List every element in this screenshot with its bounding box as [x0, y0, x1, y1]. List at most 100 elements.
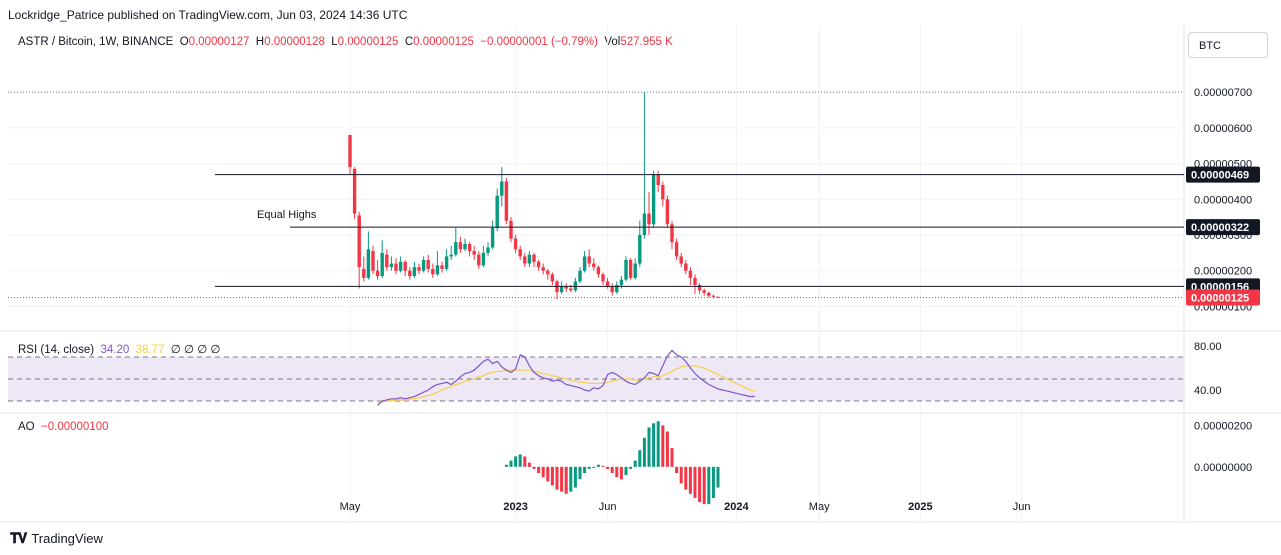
candle-body — [670, 224, 674, 243]
ao-pane — [504, 421, 720, 505]
candle-body — [569, 288, 573, 291]
candle-body — [348, 135, 352, 168]
ao-bar — [716, 466, 720, 488]
candle-body — [628, 260, 633, 278]
candle-body — [357, 215, 361, 268]
ao-bar — [541, 466, 545, 478]
candle-body — [642, 213, 647, 235]
ao-bar — [675, 466, 679, 474]
rsi-tick-label: 40.00 — [1194, 385, 1222, 397]
candle-body — [702, 290, 706, 293]
candle-body — [711, 295, 716, 297]
ao-bar — [661, 425, 665, 467]
candle-body — [394, 263, 398, 271]
ao-bar — [564, 466, 568, 494]
last-price-tag — [1186, 289, 1260, 306]
ao-value: −0.00000100 — [41, 421, 109, 433]
candle-body — [610, 286, 614, 293]
ao-bar — [642, 437, 646, 467]
ao-bar — [596, 464, 600, 467]
rsi-tick-label: 80.00 — [1194, 341, 1222, 353]
candle-body — [371, 251, 375, 271]
ao-bar — [656, 421, 660, 467]
ao-bar — [707, 466, 711, 505]
ao-bar — [619, 466, 623, 480]
candle-body — [440, 265, 444, 269]
time-tick-label: 2023 — [503, 501, 527, 513]
high-value: 0.00000128 — [264, 36, 325, 48]
candle-body — [435, 265, 440, 275]
candle-body — [550, 274, 555, 282]
ao-bar — [698, 466, 702, 503]
ao-bar — [670, 448, 674, 467]
ao-bar — [633, 460, 637, 467]
brand-name: TradingView — [31, 531, 103, 546]
candle-body — [693, 277, 697, 285]
currency-button[interactable]: BTC — [1188, 32, 1268, 58]
time-tick-label: Jun — [599, 501, 617, 513]
candle-body — [477, 254, 481, 266]
ao-bar — [629, 466, 633, 469]
ao-name[interactable]: AO — [18, 421, 35, 433]
candle-body — [408, 270, 412, 277]
ao-bar — [523, 456, 527, 467]
candle-body — [601, 274, 605, 282]
candle-body — [362, 268, 366, 278]
candle-body — [495, 195, 499, 228]
level-price-tag-label: 0.00000469 — [1191, 170, 1249, 182]
ao-bar — [583, 466, 587, 474]
candle-body — [454, 242, 458, 255]
volume-label: Vol — [604, 36, 621, 48]
candle-body — [564, 286, 568, 289]
ao-bar — [555, 466, 559, 490]
brand-logo[interactable]: 𝐓𝐕 TradingView — [10, 530, 103, 547]
ao-bar — [587, 466, 591, 469]
tradingview-logo-icon: 𝐓𝐕 — [10, 530, 27, 546]
ao-tick-label: 0.00000200 — [1194, 420, 1252, 432]
ao-bar — [537, 466, 541, 474]
rsi-legend: RSI (14, close) 34.20 38.77 ∅ ∅ ∅ ∅ — [18, 342, 220, 356]
rsi-ma-line — [377, 365, 755, 404]
candle-body — [375, 270, 380, 277]
level-price-tag — [1186, 219, 1260, 236]
ao-bar — [578, 466, 582, 480]
candle-body — [651, 174, 656, 225]
time-tick-label: May — [340, 501, 361, 513]
ao-bar — [638, 450, 642, 467]
candle-body — [490, 227, 495, 248]
candle-body — [684, 263, 688, 271]
ao-bar — [569, 466, 573, 492]
candle-body — [707, 292, 711, 296]
candle-body — [592, 263, 596, 268]
candle-body — [638, 235, 642, 264]
time-tick-label: 2025 — [908, 501, 932, 513]
candle-body — [421, 260, 426, 271]
time-tick-label: Jun — [1013, 501, 1031, 513]
candle-body — [504, 181, 509, 221]
rsi-pane — [8, 349, 1184, 406]
candle-body — [615, 285, 619, 293]
candle-body — [486, 247, 490, 253]
ao-bar — [615, 466, 619, 478]
ao-bar — [702, 466, 706, 505]
candle-body — [674, 242, 679, 257]
candle-body — [509, 220, 513, 239]
close-value: 0.00000125 — [413, 36, 474, 48]
symbol-title[interactable]: ASTR / Bitcoin, 1W, BINANCE — [18, 36, 174, 48]
ao-bar — [684, 466, 688, 490]
rsi-name[interactable]: RSI (14, close) — [18, 344, 95, 356]
candle-body — [647, 213, 651, 225]
price-tick-label: 0.00000700 — [1194, 87, 1252, 99]
candle-body — [679, 256, 683, 264]
candle-body — [449, 254, 453, 257]
level-price-tag-label: 0.00000322 — [1191, 222, 1249, 234]
ao-bar — [592, 466, 596, 468]
candle-body — [619, 279, 624, 285]
ao-bar — [647, 427, 651, 467]
rsi-value: 34.20 — [100, 344, 130, 356]
ao-bar — [509, 460, 513, 467]
ao-bar — [527, 462, 531, 467]
candle-body — [624, 260, 628, 280]
open-value: 0.00000127 — [188, 36, 250, 48]
